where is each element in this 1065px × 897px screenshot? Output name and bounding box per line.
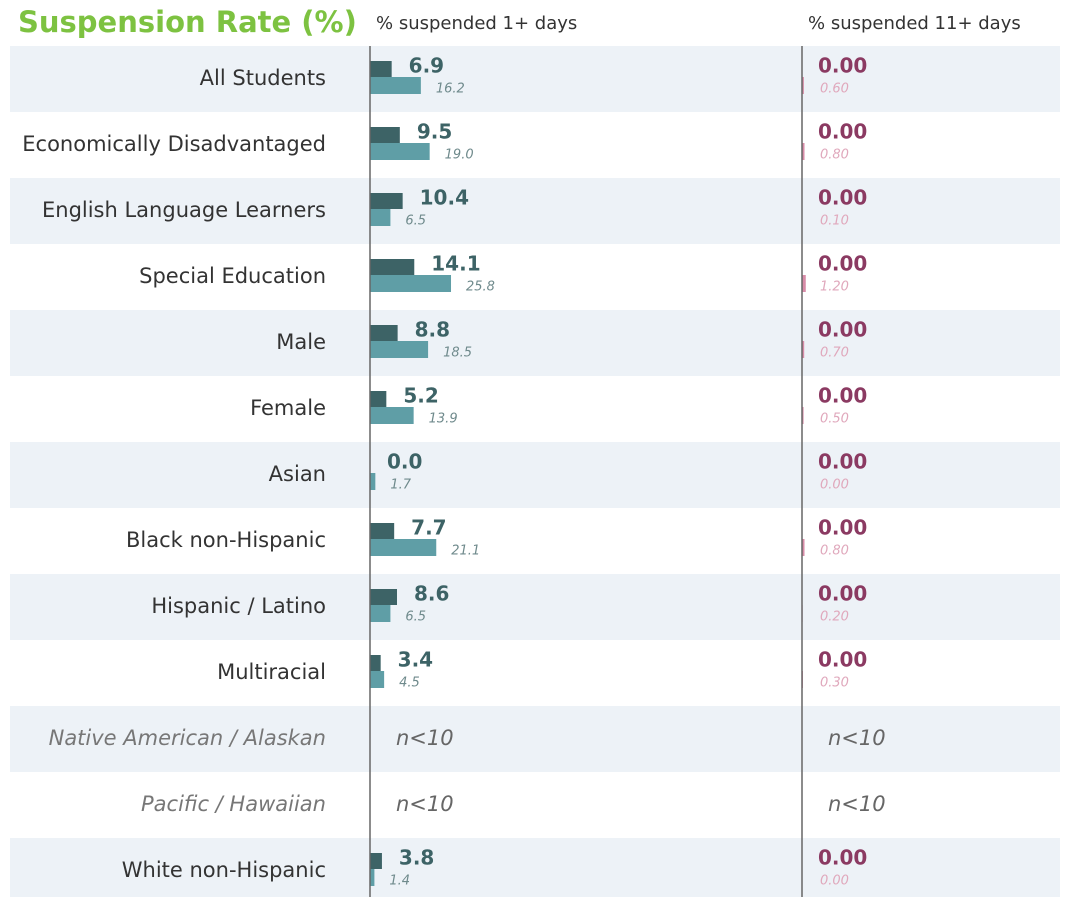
comparison-label: 0.30	[820, 676, 849, 691]
bar	[370, 589, 398, 605]
bar	[370, 259, 415, 275]
value-label: 0.0	[387, 450, 422, 474]
comparison-label: 0.80	[820, 544, 849, 559]
bar	[370, 275, 452, 292]
bar	[370, 869, 375, 886]
row-background	[10, 46, 1060, 112]
value-label: 0.00	[818, 186, 867, 210]
bar	[370, 391, 387, 407]
row-background	[10, 706, 1060, 772]
comparison-label: 16.2	[436, 82, 465, 97]
row-background	[10, 442, 1060, 508]
bar	[802, 143, 805, 160]
comparison-label: 0.20	[820, 610, 849, 625]
bar	[370, 325, 398, 341]
value-label: 14.1	[431, 252, 480, 276]
value-label: 0.00	[818, 384, 867, 408]
row-background	[10, 574, 1060, 640]
comparison-label: 4.5	[399, 676, 420, 691]
bar	[370, 77, 421, 94]
row-background	[10, 178, 1060, 244]
comparison-label: 13.9	[429, 412, 458, 427]
category-label: Black non-Hispanic	[126, 528, 326, 552]
value-label: 0.00	[818, 846, 867, 870]
value-label: 10.4	[420, 186, 469, 210]
comparison-label: 6.5	[405, 610, 426, 625]
comparison-label: 0.50	[820, 412, 849, 427]
bar	[370, 209, 391, 226]
panel-header: % suspended 1+ days	[376, 13, 577, 34]
comparison-label: 18.5	[443, 346, 472, 361]
value-label: 9.5	[417, 120, 452, 144]
category-label: Pacific / Hawaiian	[141, 792, 326, 816]
panel-header: % suspended 11+ days	[808, 13, 1021, 34]
bar	[370, 61, 392, 77]
value-label: 3.4	[398, 648, 433, 672]
bar	[370, 127, 400, 143]
bar	[370, 473, 376, 490]
value-label: 0.00	[818, 516, 867, 540]
comparison-label: 1.4	[389, 874, 410, 889]
value-label: 0.00	[818, 582, 867, 606]
bar	[370, 539, 437, 556]
bar	[370, 655, 381, 671]
comparison-label: 21.1	[451, 544, 480, 559]
value-label: 0.00	[818, 318, 867, 342]
suppressed-label: n<10	[828, 726, 886, 750]
value-label: 8.8	[415, 318, 450, 342]
comparison-label: 1.7	[390, 478, 411, 493]
comparison-label: 0.10	[820, 214, 849, 229]
category-label: Asian	[269, 462, 326, 486]
comparison-label: 0.00	[820, 874, 849, 889]
bar	[802, 539, 805, 556]
value-label: 7.7	[411, 516, 446, 540]
value-label: 0.00	[818, 648, 867, 672]
comparison-label: 19.0	[445, 148, 474, 163]
value-label: 8.6	[414, 582, 449, 606]
comparison-label: 0.80	[820, 148, 849, 163]
bar	[370, 671, 385, 688]
comparison-label: 0.00	[820, 478, 849, 493]
suppressed-label: n<10	[828, 792, 886, 816]
category-label: Economically Disadvantaged	[22, 132, 326, 156]
bar	[802, 77, 804, 94]
bar	[370, 341, 429, 358]
category-label: Female	[250, 396, 326, 420]
bar	[802, 407, 804, 424]
bar	[370, 143, 430, 160]
category-label: White non-Hispanic	[122, 858, 326, 882]
category-label: Special Education	[139, 264, 326, 288]
comparison-label: 1.20	[820, 280, 849, 295]
value-label: 5.2	[403, 384, 438, 408]
bar	[370, 605, 391, 622]
value-label: 0.00	[818, 450, 867, 474]
bar	[370, 523, 395, 539]
suppressed-label: n<10	[396, 726, 454, 750]
comparison-label: 6.5	[405, 214, 426, 229]
value-label: 3.8	[399, 846, 434, 870]
bar	[370, 853, 382, 869]
category-label: All Students	[200, 66, 326, 90]
value-label: 6.9	[409, 54, 444, 78]
category-label: English Language Learners	[42, 198, 326, 222]
bar	[802, 341, 805, 358]
comparison-label: 25.8	[466, 280, 495, 295]
row-background	[10, 838, 1060, 897]
comparison-label: 0.70	[820, 346, 849, 361]
suppressed-label: n<10	[396, 792, 454, 816]
chart-title: Suspension Rate (%)	[18, 5, 357, 39]
category-label: Hispanic / Latino	[151, 594, 326, 618]
row-background	[10, 310, 1060, 376]
value-label: 0.00	[818, 120, 867, 144]
category-label: Native American / Alaskan	[49, 726, 326, 750]
category-label: Male	[276, 330, 326, 354]
bar	[802, 275, 806, 292]
value-label: 0.00	[818, 54, 867, 78]
value-label: 0.00	[818, 252, 867, 276]
comparison-label: 0.60	[820, 82, 849, 97]
bar	[370, 407, 414, 424]
category-label: Multiracial	[217, 660, 326, 684]
bar	[370, 193, 403, 209]
